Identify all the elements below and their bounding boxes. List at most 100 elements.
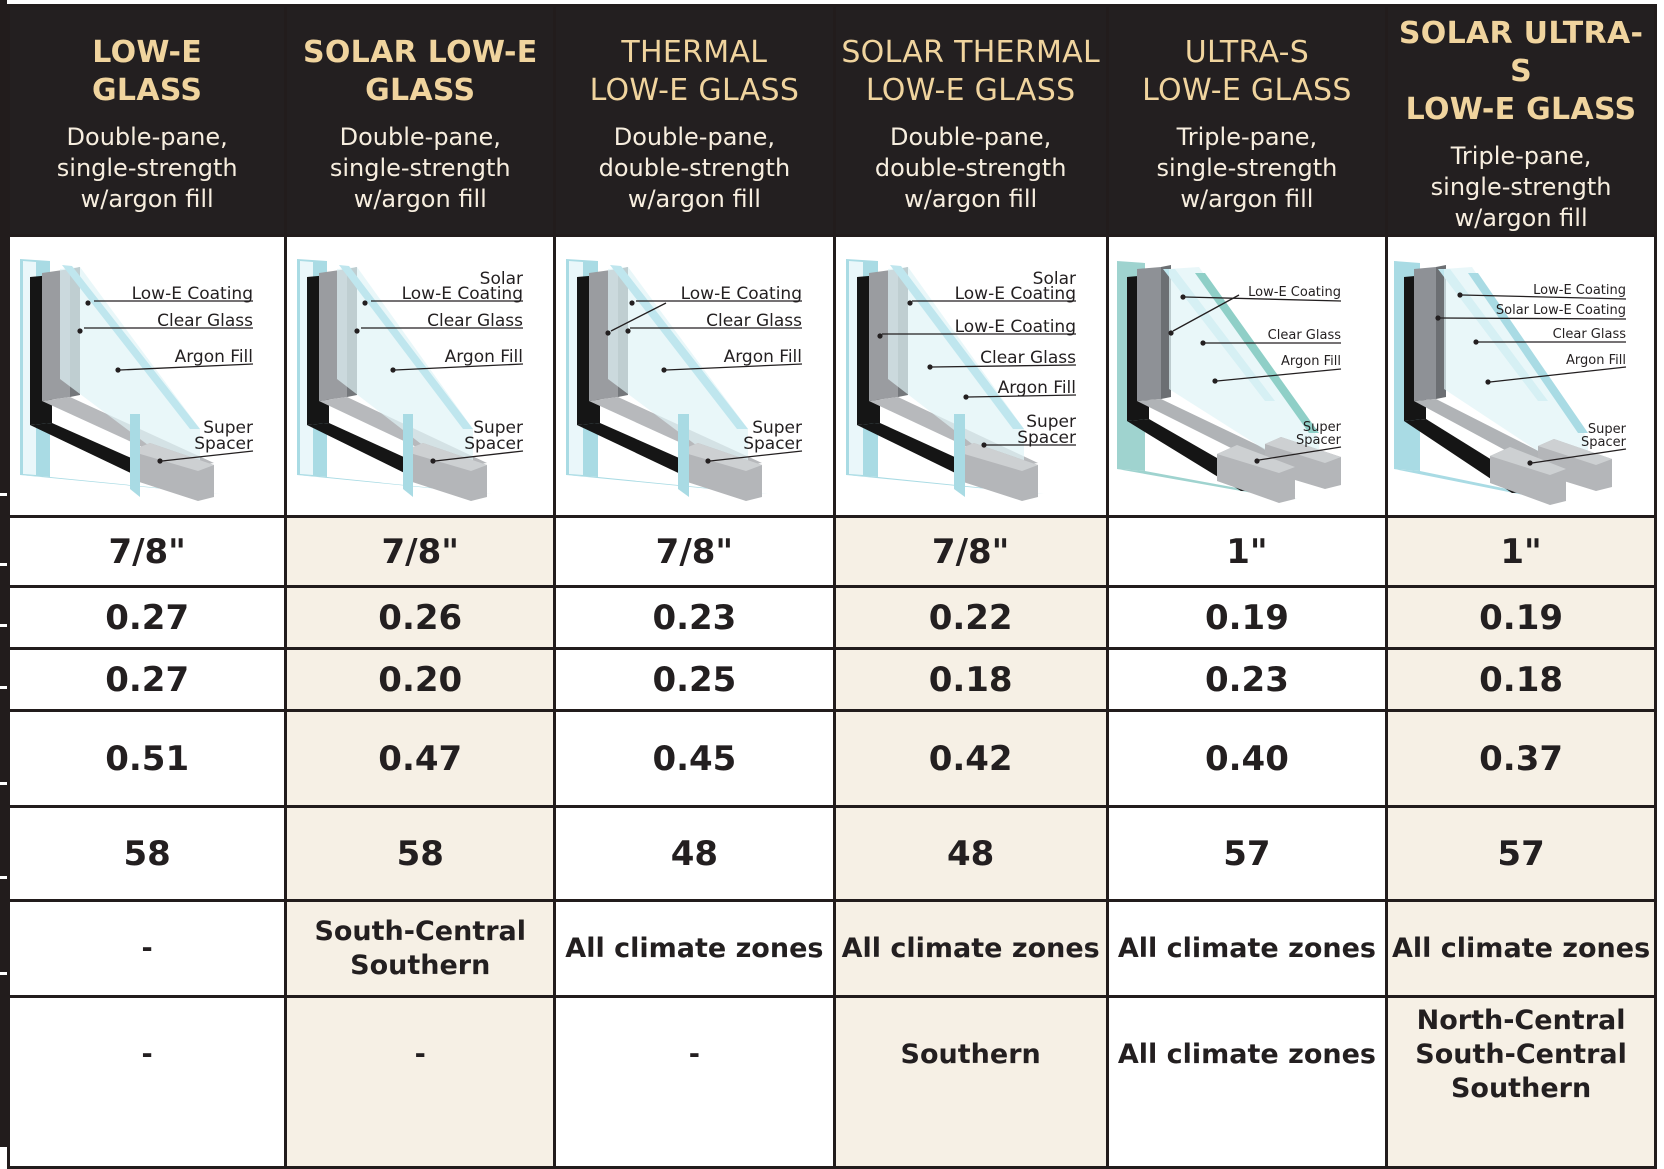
table-cell: Southern — [832, 995, 1109, 1169]
table-cell: 0.27 — [6, 585, 288, 650]
col-header-solar-ultra-s-low-e: SOLAR ULTRA-S LOW-E GLASS Triple-pane, sin… — [1385, 4, 1657, 237]
header-row: LOW-E GLASS Double-pane, single-strength w/… — [6, 4, 1657, 237]
diagram-label: Argon Fill — [175, 347, 253, 367]
table-cell: 57 — [1385, 805, 1657, 902]
table-cell: - — [6, 899, 288, 998]
glass-cross-section-diagram: Solar Low-E Coating Low-E Coating Clear … — [845, 258, 1076, 501]
table-cell: 58 — [284, 805, 557, 902]
diagram-label: Clear Glass — [157, 311, 253, 331]
diagram-label: Super — [474, 418, 524, 438]
diagram-cell-thermal-low-e: Low-E Coating Clear Glass Argon Fill Sup… — [553, 234, 836, 518]
diagram-label: Argon Fill — [1281, 354, 1341, 369]
diagram-label: Argon Fill — [724, 347, 802, 367]
diagram-cell-solar-thermal-low-e: Solar Low-E Coating Low-E Coating Clear … — [832, 234, 1109, 518]
diagram-cell-solar-ultra-s-low-e: Low-E Coating Solar Low-E Coating Clear … — [1385, 234, 1657, 518]
table-cell: 0.23 — [553, 585, 836, 650]
diagram-label: Low-E Coating — [954, 317, 1075, 337]
diagram-label: Super — [1026, 412, 1076, 432]
column-title: ULTRA-S LOW-E GLASS — [1142, 35, 1352, 108]
diagram-row: Low-E Coating Clear Glass Argon Fill Sup… — [6, 234, 1657, 518]
col-header-solar-low-e: SOLAR LOW-E GLASS Double-pane, single-stre… — [284, 4, 557, 237]
diagram-label: Super — [1588, 422, 1627, 437]
table-cell: 48 — [832, 805, 1109, 902]
column-description: Triple-pane, single-strength w/argon fill — [1430, 142, 1612, 232]
column-description: Double-pane, single-strength w/argon fill — [329, 123, 511, 213]
diagram-label: Super — [1303, 420, 1342, 435]
table-cell: All climate zones — [1105, 899, 1389, 998]
table-row: - South-Central Southern All climate zone… — [6, 899, 1657, 998]
table-cell: 0.18 — [832, 647, 1109, 712]
diagram-label: Clear Glass — [427, 311, 523, 331]
table-row: 0.51 0.47 0.45 0.42 0.40 0.37 — [6, 709, 1657, 808]
diagram-label: Clear Glass — [1553, 327, 1627, 342]
table-cell: 0.19 — [1105, 585, 1389, 650]
col-header-thermal-low-e: THERMAL LOW-E GLASS Double-pane, double-st… — [553, 4, 836, 237]
table-cell: 57 — [1105, 805, 1389, 902]
diagram-label: Argon Fill — [997, 378, 1075, 398]
table-cell: All climate zones — [1385, 899, 1657, 998]
diagram-label: Low-E Coating — [402, 284, 523, 304]
column-title: THERMAL LOW-E GLASS — [589, 35, 800, 108]
diagram-label: Argon Fill — [1566, 353, 1626, 368]
diagram-cell-solar-low-e: Solar Low-E Coating Clear Glass Argon Fi… — [284, 234, 557, 518]
table-cell: North-Central South-Central Southern — [1385, 995, 1657, 1169]
table-cell: 1" — [1105, 515, 1389, 588]
table-cell: All climate zones — [832, 899, 1109, 998]
table-cell: 0.25 — [553, 647, 836, 712]
table-cell: 0.47 — [284, 709, 557, 808]
table-cell: - — [284, 995, 557, 1169]
diagram-cell-ultra-s-low-e: Low-E Coating Clear Glass Argon Fill Sup… — [1105, 234, 1389, 518]
column-title: LOW-E GLASS — [92, 35, 203, 108]
table-cell: 0.26 — [284, 585, 557, 650]
table-row: 0.27 0.20 0.25 0.18 0.23 0.18 — [6, 647, 1657, 712]
glass-cross-section-diagram: Low-E Coating Clear Glass Argon Fill Sup… — [1116, 260, 1342, 503]
column-title: SOLAR LOW-E GLASS — [302, 35, 538, 108]
diagram-label: Spacer — [465, 434, 524, 454]
table-cell: 58 — [6, 805, 288, 902]
diagram-label: Solar — [480, 269, 523, 289]
table-cell: 1" — [1385, 515, 1657, 588]
column-description: Double-pane, double-strength w/argon fill — [598, 123, 791, 213]
diagram-label: Super — [203, 418, 253, 438]
table-cell: 0.51 — [6, 709, 288, 808]
diagram-label: Low-E Coating — [681, 284, 802, 304]
table-cell: 7/8" — [832, 515, 1109, 588]
table-cell: 7/8" — [284, 515, 557, 588]
left-edge-strip — [0, 0, 7, 1147]
diagram-label: Super — [752, 418, 802, 438]
glass-comparison-table: LOW-E GLASS Double-pane, single-strength w/… — [6, 4, 1657, 1169]
diagram-label: Low-E Coating — [132, 284, 253, 304]
diagram-label: Spacer — [1296, 433, 1342, 448]
table-row: 0.27 0.26 0.23 0.22 0.19 0.19 — [6, 585, 1657, 650]
col-header-low-e: LOW-E GLASS Double-pane, single-strength w/… — [6, 4, 288, 237]
table-cell: 0.22 — [832, 585, 1109, 650]
glass-cross-section-diagram: Low-E Coating Solar Low-E Coating Clear … — [1394, 260, 1627, 505]
glass-cross-section-diagram: Low-E Coating Clear Glass Argon Fill Sup… — [20, 258, 253, 501]
diagram-label: Spacer — [1581, 435, 1627, 450]
glass-cross-section-diagram: Low-E Coating Clear Glass Argon Fill Sup… — [566, 258, 802, 501]
diagram-label: Clear Glass — [706, 311, 802, 331]
table-cell: - — [6, 995, 288, 1169]
table-cell: 0.42 — [832, 709, 1109, 808]
diagram-label: Spacer — [194, 434, 253, 454]
glass-cross-section-diagram: Solar Low-E Coating Clear Glass Argon Fi… — [297, 258, 524, 501]
table-cell: All climate zones — [1105, 995, 1389, 1169]
table-cell: - — [553, 995, 836, 1169]
table-cell: 0.27 — [6, 647, 288, 712]
diagram-label: Clear Glass — [1267, 328, 1341, 343]
col-header-ultra-s-low-e: ULTRA-S LOW-E GLASS Triple-pane, single-st… — [1105, 4, 1389, 237]
table-cell: 7/8" — [553, 515, 836, 588]
table-cell: 0.40 — [1105, 709, 1389, 808]
col-header-solar-thermal-low-e: SOLAR THERMAL LOW-E GLASS Double-pane, dou… — [832, 4, 1109, 237]
table-cell: 48 — [553, 805, 836, 902]
diagram-label: Clear Glass — [980, 348, 1076, 368]
diagram-cell-low-e: Low-E Coating Clear Glass Argon Fill Sup… — [6, 234, 288, 518]
table-cell: 0.20 — [284, 647, 557, 712]
table-cell: 7/8" — [6, 515, 288, 588]
table-cell: All climate zones — [553, 899, 836, 998]
diagram-label: Argon Fill — [445, 347, 523, 367]
table-row: 58 58 48 48 57 57 — [6, 805, 1657, 902]
table-cell: 0.45 — [553, 709, 836, 808]
table-cell: 0.37 — [1385, 709, 1657, 808]
diagram-label: Solar Low-E Coating — [1496, 303, 1626, 318]
